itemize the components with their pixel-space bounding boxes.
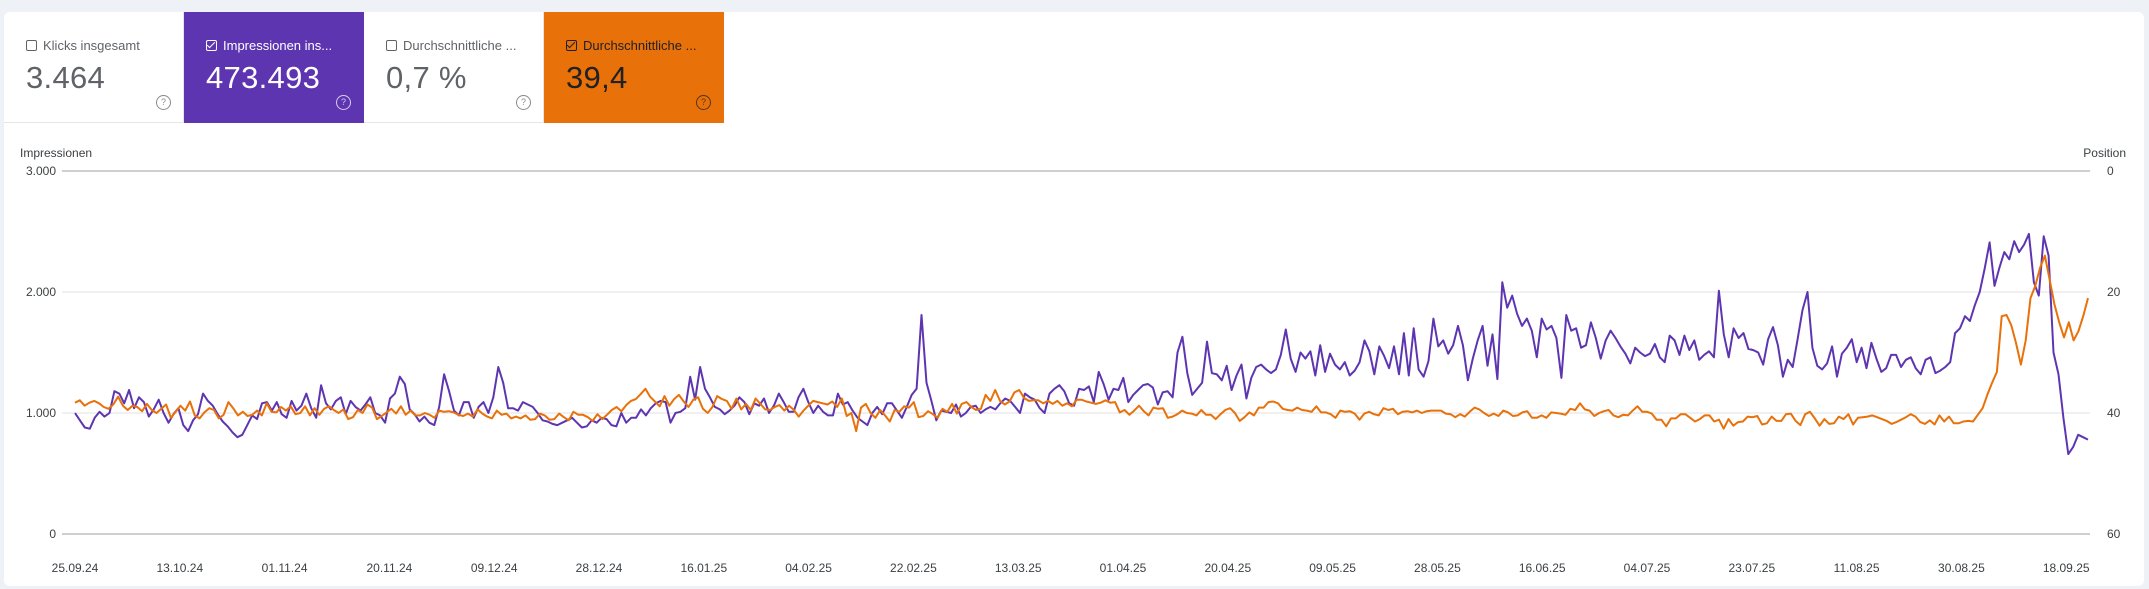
x-tick-label: 04.07.25 [1624,561,1671,575]
help-icon[interactable]: ? [516,95,531,110]
metric-tiles: Klicks insgesamt 3.464 ? Impressionen in… [4,12,724,124]
metric-position[interactable]: Durchschnittliche ... 39,4 ? [544,12,724,123]
x-tick-label: 18.09.25 [2043,561,2090,575]
x-ticks: 25.09.24 13.10.24 01.11.24 20.11.24 09.12.24… [52,561,2090,575]
metric-label: Durchschnittliche ... [403,38,517,53]
x-tick-label: 25.09.24 [52,561,99,575]
checkbox-checked-icon[interactable] [566,40,577,51]
x-tick-label: 04.02.25 [785,561,832,575]
right-tick-label: 0 [2107,164,2114,178]
left-tick-label: 0 [49,527,56,541]
metric-clicks[interactable]: Klicks insgesamt 3.464 ? [4,12,184,123]
metric-value: 473.493 [206,60,321,95]
x-tick-label: 09.05.25 [1309,561,1356,575]
metric-value: 0,7 % [386,60,467,95]
checkbox-icon[interactable] [386,40,397,51]
x-tick-label: 30.08.25 [1938,561,1985,575]
x-tick-label: 28.05.25 [1414,561,1461,575]
series-lines [74,232,2089,456]
gridlines [62,170,2090,535]
metric-label: Durchschnittliche ... [583,38,697,53]
x-tick-label: 23.07.25 [1728,561,1775,575]
x-tick-label: 13.03.25 [995,561,1042,575]
x-tick-label: 13.10.24 [156,561,203,575]
performance-chart: Impressionen Position 0 60 1.000 40 2.000 20 3… [20,146,2126,575]
right-tick-label: 40 [2107,406,2121,420]
x-tick-label: 22.02.25 [890,561,937,575]
metric-impressions[interactable]: Impressionen ins... 473.493 ? [184,12,364,123]
checkbox-icon[interactable] [26,40,37,51]
y-ticks: 0 60 1.000 40 2.000 20 3.000 0 [26,164,2121,541]
right-axis-label: Position [2083,146,2126,160]
metric-label: Impressionen ins... [223,38,333,53]
x-tick-label: 28.12.24 [576,561,623,575]
series-line-impressionen [74,232,2089,456]
help-icon[interactable]: ? [156,95,171,110]
left-axis-label: Impressionen [20,146,92,160]
x-tick-label: 16.06.25 [1519,561,1566,575]
metric-value: 39,4 [566,60,628,95]
right-tick-label: 60 [2107,527,2121,541]
left-tick-label: 1.000 [26,406,56,420]
x-tick-label: 20.11.24 [366,561,412,575]
x-tick-label: 01.04.25 [1100,561,1147,575]
right-tick-label: 20 [2107,285,2121,299]
help-icon[interactable]: ? [696,95,711,110]
series-line-position [74,254,2089,433]
x-tick-label: 20.04.25 [1204,561,1251,575]
x-tick-label: 01.11.24 [262,561,308,575]
left-tick-label: 3.000 [26,164,56,178]
performance-card: Klicks insgesamt 3.464 ? Impressionen in… [4,12,2144,586]
left-tick-label: 2.000 [26,285,56,299]
x-tick-label: 11.08.25 [1834,561,1880,575]
metric-ctr[interactable]: Durchschnittliche ... 0,7 % ? [364,12,544,123]
x-tick-label: 16.01.25 [680,561,727,575]
metric-value: 3.464 [26,60,106,95]
help-icon[interactable]: ? [336,95,351,110]
checkbox-checked-icon[interactable] [206,40,217,51]
x-tick-label: 09.12.24 [471,561,518,575]
metric-label: Klicks insgesamt [43,38,140,53]
